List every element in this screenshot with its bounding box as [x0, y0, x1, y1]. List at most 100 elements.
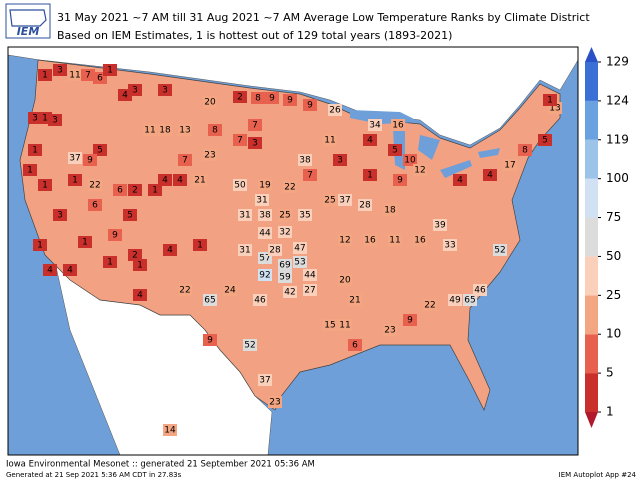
district-rank: 6: [92, 201, 98, 211]
district-rank: 9: [87, 156, 93, 166]
district: [158, 84, 172, 96]
district: [453, 174, 467, 186]
district: [368, 119, 382, 131]
district: [283, 286, 297, 298]
lake-huron: [418, 135, 440, 160]
district: [143, 124, 157, 136]
district-rank: 9: [307, 101, 313, 111]
colorbar-segment: [585, 139, 598, 179]
district-rank: 35: [299, 211, 310, 221]
district-rank: 49: [449, 296, 461, 306]
district-rank: 46: [474, 286, 486, 296]
district-rank: 24: [224, 286, 236, 296]
district: [38, 69, 52, 81]
district-rank: 26: [329, 106, 341, 116]
district-rank: 22: [89, 181, 100, 191]
district-rank: 5: [97, 146, 103, 156]
district-rank: 69: [279, 261, 291, 271]
district-rank: 28: [359, 201, 371, 211]
district: [338, 274, 352, 286]
district-rank: 39: [434, 221, 446, 231]
district: [193, 174, 207, 186]
colorbar-label: 1: [606, 405, 614, 419]
colorbar-over: [585, 47, 598, 62]
district: [78, 236, 92, 248]
district-rank: 11: [69, 71, 80, 81]
district-rank: 8: [212, 126, 218, 136]
colorbar-segment: [585, 217, 598, 257]
district-rank: 1: [107, 258, 113, 268]
district: [248, 137, 262, 149]
district-rank: 4: [67, 266, 73, 276]
district: [63, 264, 77, 276]
district: [253, 294, 267, 306]
district: [338, 194, 352, 206]
district: [258, 179, 272, 191]
district-rank: 1: [107, 66, 113, 76]
district: [248, 119, 262, 131]
colorbar-label: 119: [606, 132, 629, 146]
district: [518, 144, 532, 156]
district-rank: 1: [547, 96, 553, 106]
district-rank: 18: [159, 126, 171, 136]
subtitle: Based on IEM Estimates, 1 is hottest out…: [57, 29, 452, 42]
district-rank: 37: [339, 196, 350, 206]
district-rank: 37: [259, 376, 270, 386]
district: [503, 159, 517, 171]
district-rank: 34: [369, 121, 381, 131]
district-rank: 7: [237, 136, 243, 146]
district-rank: 9: [397, 176, 403, 186]
district-rank: 5: [542, 136, 548, 146]
district-rank: 23: [269, 398, 280, 408]
district-rank: 3: [132, 86, 138, 96]
district-rank: 2: [132, 186, 138, 196]
district-rank: 8: [255, 94, 261, 104]
district: [68, 152, 82, 164]
district: [103, 64, 117, 76]
district: [258, 227, 272, 239]
district: [293, 256, 307, 268]
canada: [7, 46, 579, 146]
footer-left: Iowa Environmental Mesonet :: generated …: [6, 460, 315, 470]
district-rank: 11: [339, 321, 350, 331]
district-rank: 7: [182, 156, 188, 166]
district: [278, 259, 292, 271]
district-rank: 4: [367, 136, 373, 146]
district: [268, 244, 282, 256]
district: [88, 179, 102, 191]
district-rank: 22: [284, 183, 295, 193]
district-rank: 4: [487, 171, 493, 181]
district: [358, 199, 372, 211]
district: [133, 259, 147, 271]
district-rank: 31: [239, 211, 250, 221]
district: [383, 324, 397, 336]
logo: IEM: [5, 3, 51, 39]
district: [128, 184, 142, 196]
district: [303, 169, 317, 181]
district-rank: 6: [97, 74, 103, 84]
district: [265, 92, 279, 104]
district-rank: 4: [122, 91, 128, 101]
district-rank: 6: [117, 186, 123, 196]
district-rank: 12: [414, 166, 425, 176]
district-rank: 18: [384, 206, 396, 216]
district-rank: 4: [167, 246, 173, 256]
district-rank: 1: [152, 186, 158, 196]
district-rank: 27: [304, 286, 315, 296]
district-rank: 9: [407, 316, 413, 326]
district: [258, 209, 272, 221]
district: [413, 234, 427, 246]
district-rank: 28: [269, 246, 281, 256]
district: [163, 424, 177, 436]
district: [433, 219, 447, 231]
lake-erie: [440, 160, 472, 178]
district: [493, 244, 507, 256]
district-rank: 4: [177, 176, 183, 186]
district: [251, 92, 265, 104]
district: [303, 284, 317, 296]
district-rank: 4: [137, 291, 143, 301]
district-rank: 21: [194, 176, 205, 186]
district-rank: 1: [27, 166, 33, 176]
district: [363, 234, 377, 246]
